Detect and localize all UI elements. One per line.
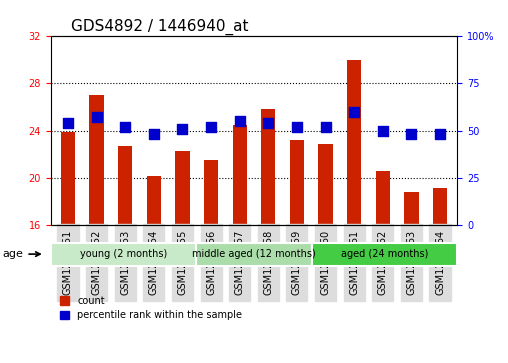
Legend: count, percentile rank within the sample: count, percentile rank within the sample	[56, 291, 246, 324]
Bar	[261, 110, 275, 225]
Point	[322, 124, 330, 130]
Text: aged (24 months): aged (24 months)	[341, 249, 428, 259]
Point	[350, 109, 358, 115]
Bar	[233, 125, 247, 225]
Point	[236, 118, 244, 124]
Point	[121, 124, 129, 130]
Bar	[89, 95, 104, 225]
Point	[436, 131, 444, 137]
Point	[92, 115, 101, 121]
Point	[293, 124, 301, 130]
Bar	[433, 188, 447, 225]
Bar	[61, 132, 75, 225]
Bar	[175, 151, 189, 225]
Bar	[404, 192, 419, 225]
Bar	[118, 146, 133, 225]
FancyBboxPatch shape	[312, 242, 457, 266]
Point	[407, 131, 416, 137]
Bar	[319, 144, 333, 225]
Bar	[347, 60, 361, 225]
Bar	[375, 171, 390, 225]
Point	[207, 124, 215, 130]
Text: age: age	[3, 249, 40, 259]
FancyBboxPatch shape	[51, 242, 196, 266]
Point	[64, 120, 72, 126]
Text: middle aged (12 months): middle aged (12 months)	[192, 249, 316, 259]
FancyBboxPatch shape	[196, 242, 312, 266]
Point	[379, 128, 387, 134]
Bar	[290, 140, 304, 225]
Text: young (2 months): young (2 months)	[80, 249, 167, 259]
Point	[178, 126, 186, 132]
Text: GDS4892 / 1446940_at: GDS4892 / 1446940_at	[71, 19, 248, 35]
Bar	[204, 160, 218, 225]
Point	[264, 120, 272, 126]
Point	[150, 131, 158, 137]
Bar	[147, 176, 161, 225]
